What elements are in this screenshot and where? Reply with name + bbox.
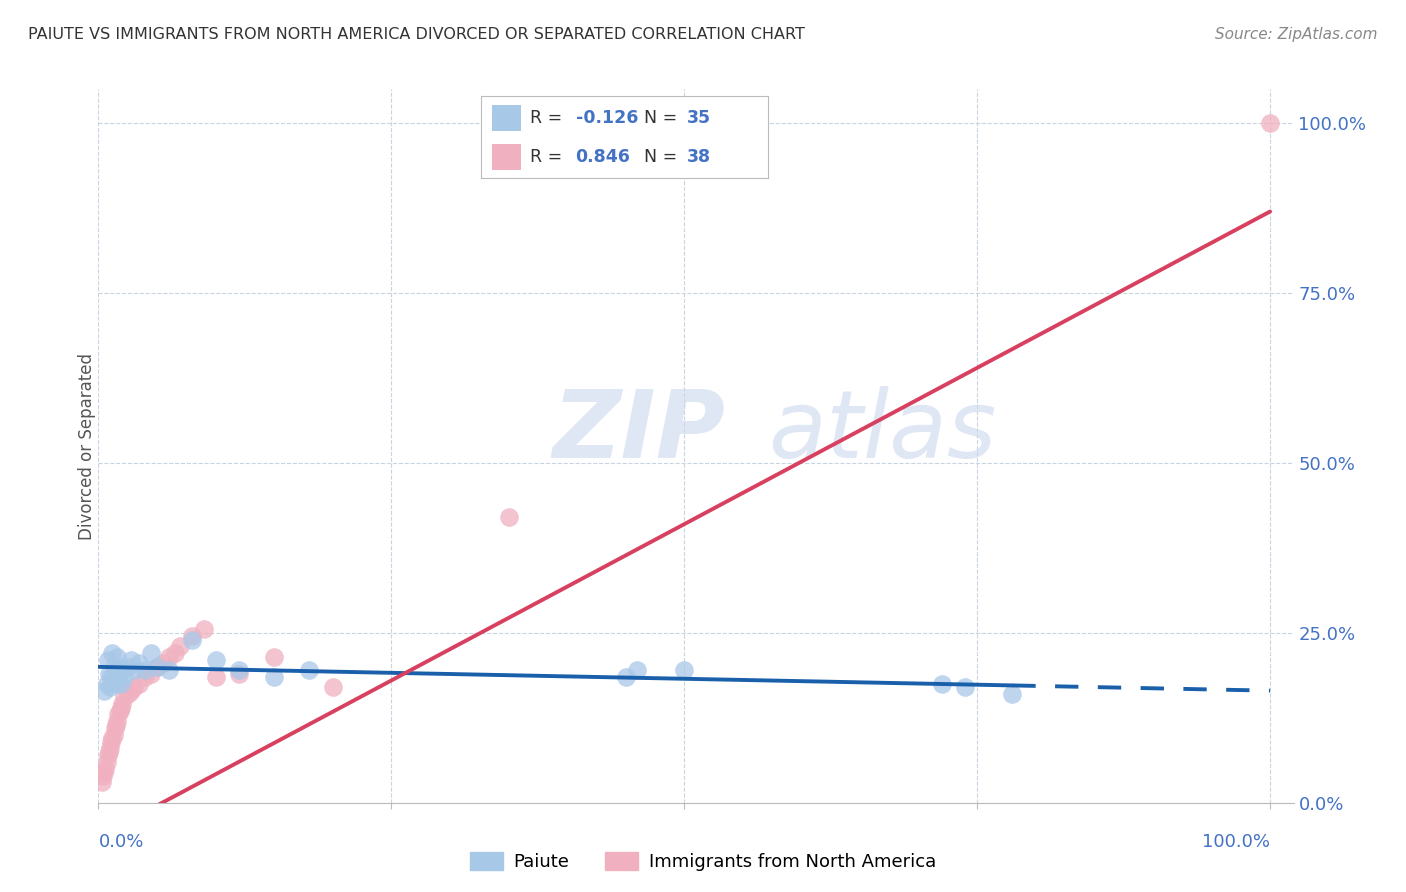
Point [93,765,115,780]
Point [110,700,132,714]
Point [181,632,204,647]
Point [163,646,186,660]
Point [100,734,122,748]
Point [96,677,118,691]
Point [263,670,285,684]
Point [107,707,129,722]
Point [181,629,204,643]
Point [108,660,131,674]
Point [117,660,139,674]
Legend: Paiute, Immigrants from North America: Paiute, Immigrants from North America [463,845,943,879]
Point [105,649,128,664]
Point [91,775,114,789]
Point [101,646,124,660]
Point [100,670,122,684]
Text: 100.0%: 100.0% [1202,833,1270,851]
Point [228,663,250,677]
Point [103,660,125,674]
Point [673,663,696,677]
Point [146,660,169,674]
Point [108,704,131,718]
Point [104,721,127,735]
Point [322,680,344,694]
Point [128,657,150,671]
Point [107,673,129,688]
Point [117,687,139,701]
Point [97,653,120,667]
Point [134,670,156,684]
Point [141,666,163,681]
Text: Source: ZipAtlas.com: Source: ZipAtlas.com [1215,27,1378,42]
Point [105,714,128,729]
Point [120,653,142,667]
Point [263,649,285,664]
Point [104,677,127,691]
Point [626,663,648,677]
Point [91,769,114,783]
Point [110,677,132,691]
Point [204,653,226,667]
Point [93,683,115,698]
Point [111,698,134,712]
Point [98,745,121,759]
Text: 0.0%: 0.0% [98,833,143,851]
Point [105,717,128,731]
Point [94,762,117,776]
Point [134,663,156,677]
Point [101,731,124,746]
Point [228,666,250,681]
Point [498,510,520,524]
Point [955,680,977,694]
Point [152,657,174,671]
Point [122,663,145,677]
Y-axis label: Divorced or Separated: Divorced or Separated [79,352,96,540]
Point [97,748,120,763]
Point [105,666,128,681]
Text: PAIUTE VS IMMIGRANTS FROM NORTH AMERICA DIVORCED OR SEPARATED CORRELATION CHART: PAIUTE VS IMMIGRANTS FROM NORTH AMERICA … [28,27,806,42]
Point [98,666,121,681]
Text: atlas: atlas [768,386,995,477]
Point [204,670,226,684]
Point [128,677,150,691]
Point [112,670,135,684]
Point [169,640,191,654]
Point [103,728,125,742]
Point [1001,687,1024,701]
Point [122,680,145,694]
Point [1258,116,1281,130]
Point [111,663,134,677]
Point [157,649,180,664]
Point [98,741,121,756]
Point [112,690,135,705]
Point [298,663,321,677]
Point [614,670,637,684]
Point [120,683,142,698]
Point [141,646,163,660]
Point [96,755,118,769]
Point [931,677,953,691]
Text: ZIP: ZIP [553,385,725,478]
Point [157,663,180,677]
Point [98,680,121,694]
Point [193,623,215,637]
Point [146,660,169,674]
